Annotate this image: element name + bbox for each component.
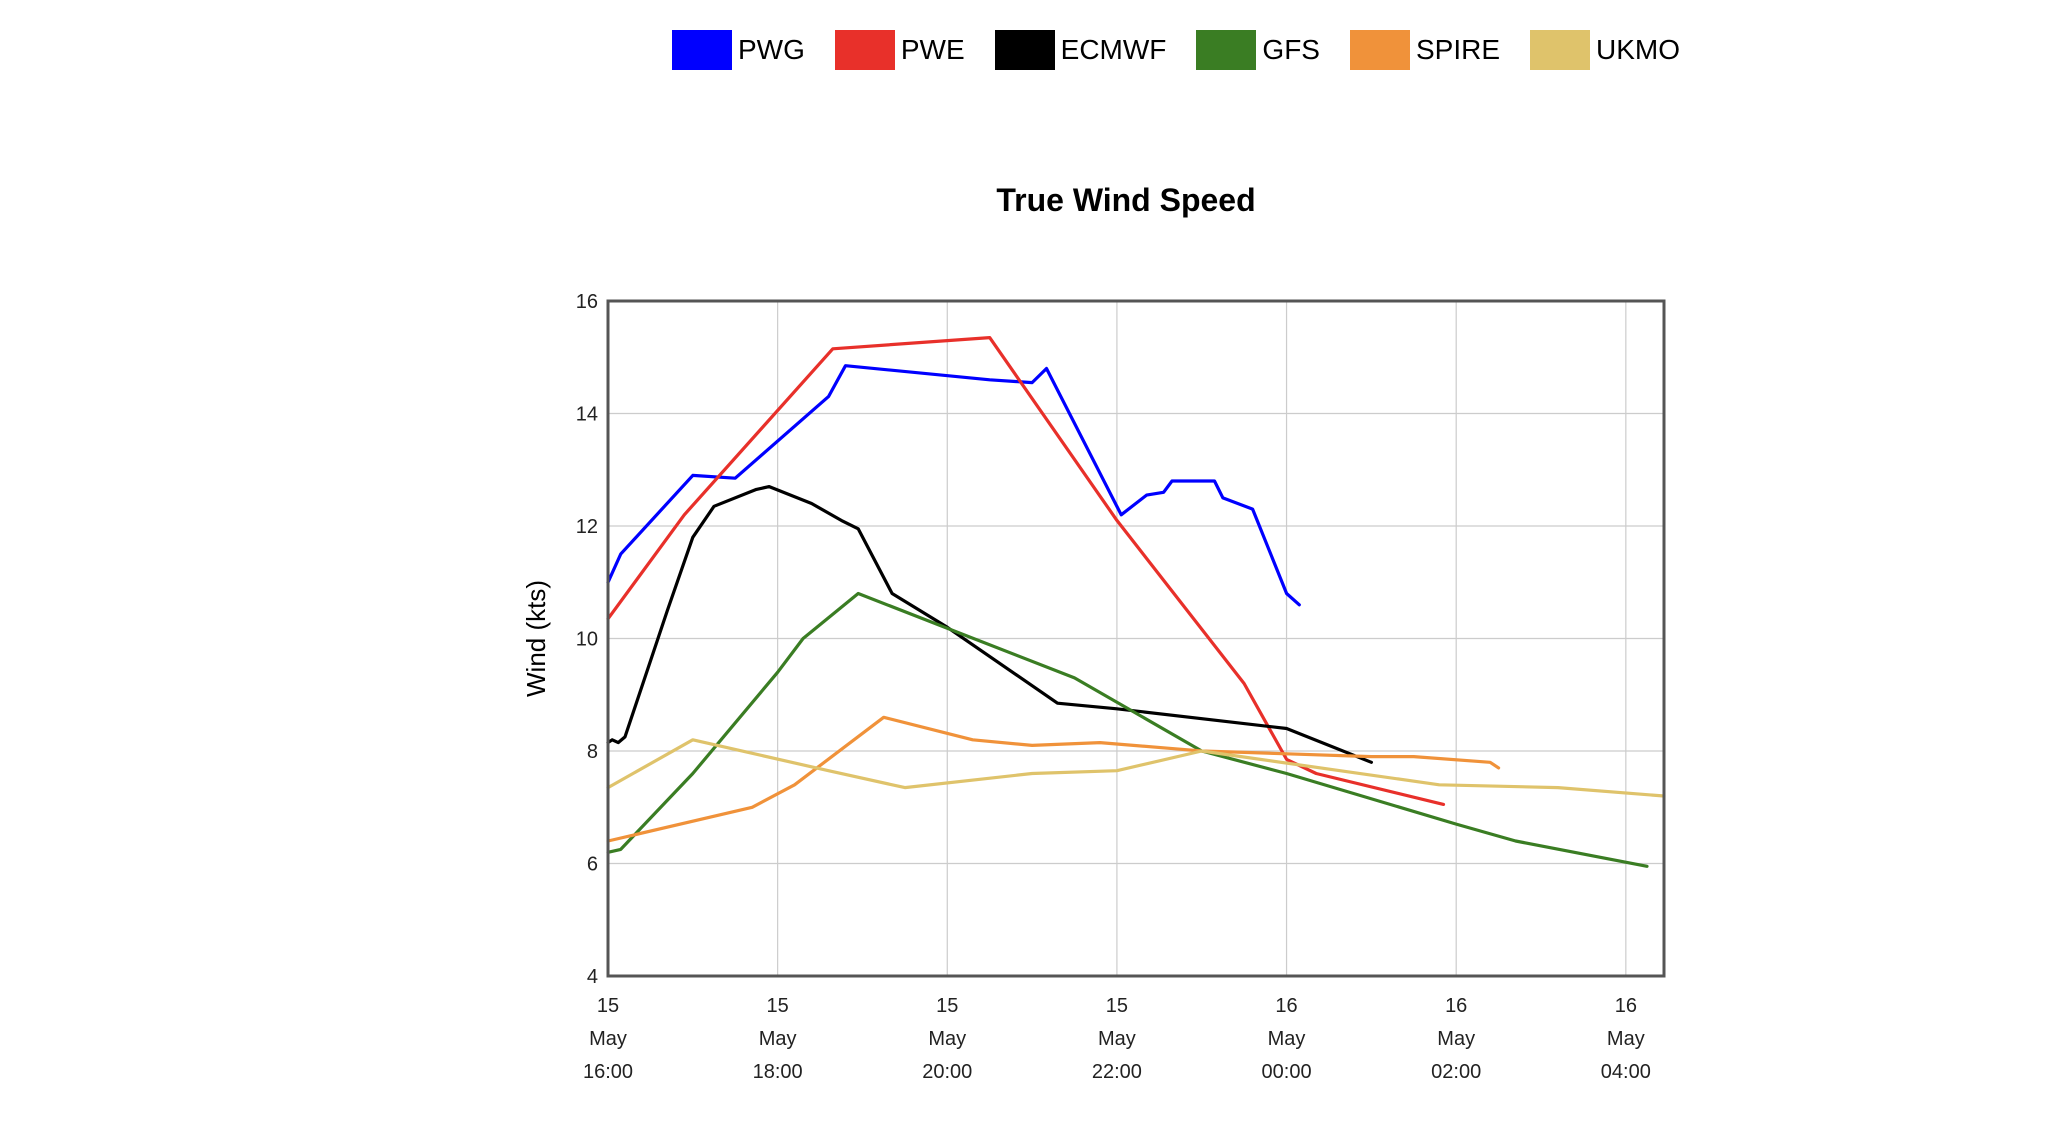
legend-swatch xyxy=(994,30,1055,70)
legend-swatch xyxy=(1196,30,1257,70)
x-tick-label: 16 May 00:00 xyxy=(1262,995,1312,1083)
legend-item-pwg[interactable]: PWG xyxy=(671,30,805,70)
x-tick-label: 16 May 02:00 xyxy=(1431,995,1481,1083)
y-tick-label: 12 xyxy=(576,516,598,538)
series-line-pwe xyxy=(606,336,1446,806)
legend-item-ecmwf[interactable]: ECMWF xyxy=(994,30,1167,70)
x-tick-label: 15 May 18:00 xyxy=(753,995,803,1083)
y-tick-label: 14 xyxy=(576,404,598,426)
series-lines xyxy=(606,336,1666,868)
legend-swatch xyxy=(1530,30,1591,70)
series-line-gfs xyxy=(606,591,1649,868)
y-tick-label: 4 xyxy=(587,966,598,988)
legend-item-ukmo[interactable]: UKMO xyxy=(1530,30,1680,70)
series-line-spire xyxy=(606,715,1501,843)
series-line-pwg xyxy=(606,364,1301,607)
x-tick-label: 15 May 20:00 xyxy=(922,995,972,1083)
plot-frame xyxy=(606,299,1666,978)
series-line-ukmo xyxy=(606,738,1666,798)
legend-label: PWG xyxy=(737,34,805,65)
legend-label: UKMO xyxy=(1596,34,1681,65)
legend-item-pwe[interactable]: PWE xyxy=(834,30,965,70)
y-tick-labels: 4 6 8 10 12 14 16 xyxy=(576,291,598,988)
y-tick-label: 6 xyxy=(587,854,598,876)
y-axis-label: Wind (kts) xyxy=(521,580,551,697)
y-tick-label: 10 xyxy=(576,629,598,651)
chart-title: True Wind Speed xyxy=(996,182,1256,218)
chart-legend: PWG PWE ECMWF GFS SPIRE UKMO xyxy=(0,30,2052,70)
legend-swatch xyxy=(834,30,895,70)
legend-label: SPIRE xyxy=(1415,34,1501,65)
grid-lines xyxy=(607,300,1664,977)
legend-swatch xyxy=(1349,30,1410,70)
legend-item-spire[interactable]: SPIRE xyxy=(1349,30,1501,70)
x-tick-label: 15 May 16:00 xyxy=(583,995,633,1083)
x-tick-label: 15 May 22:00 xyxy=(1092,995,1142,1083)
legend-label: GFS xyxy=(1262,34,1320,65)
x-tick-label: 16 May 04:00 xyxy=(1601,995,1651,1083)
x-tick-labels: 15 May 16:00 15 May 18:00 15 May 20:00 15 May 22:00… xyxy=(583,995,1651,1083)
y-tick-label: 8 xyxy=(587,741,598,763)
series-line-ecmwf xyxy=(606,485,1373,764)
y-tick-label: 16 xyxy=(576,291,598,313)
legend-swatch xyxy=(671,30,732,70)
legend-label: PWE xyxy=(900,34,965,65)
legend-label: ECMWF xyxy=(1060,34,1167,65)
legend-item-gfs[interactable]: GFS xyxy=(1196,30,1320,70)
